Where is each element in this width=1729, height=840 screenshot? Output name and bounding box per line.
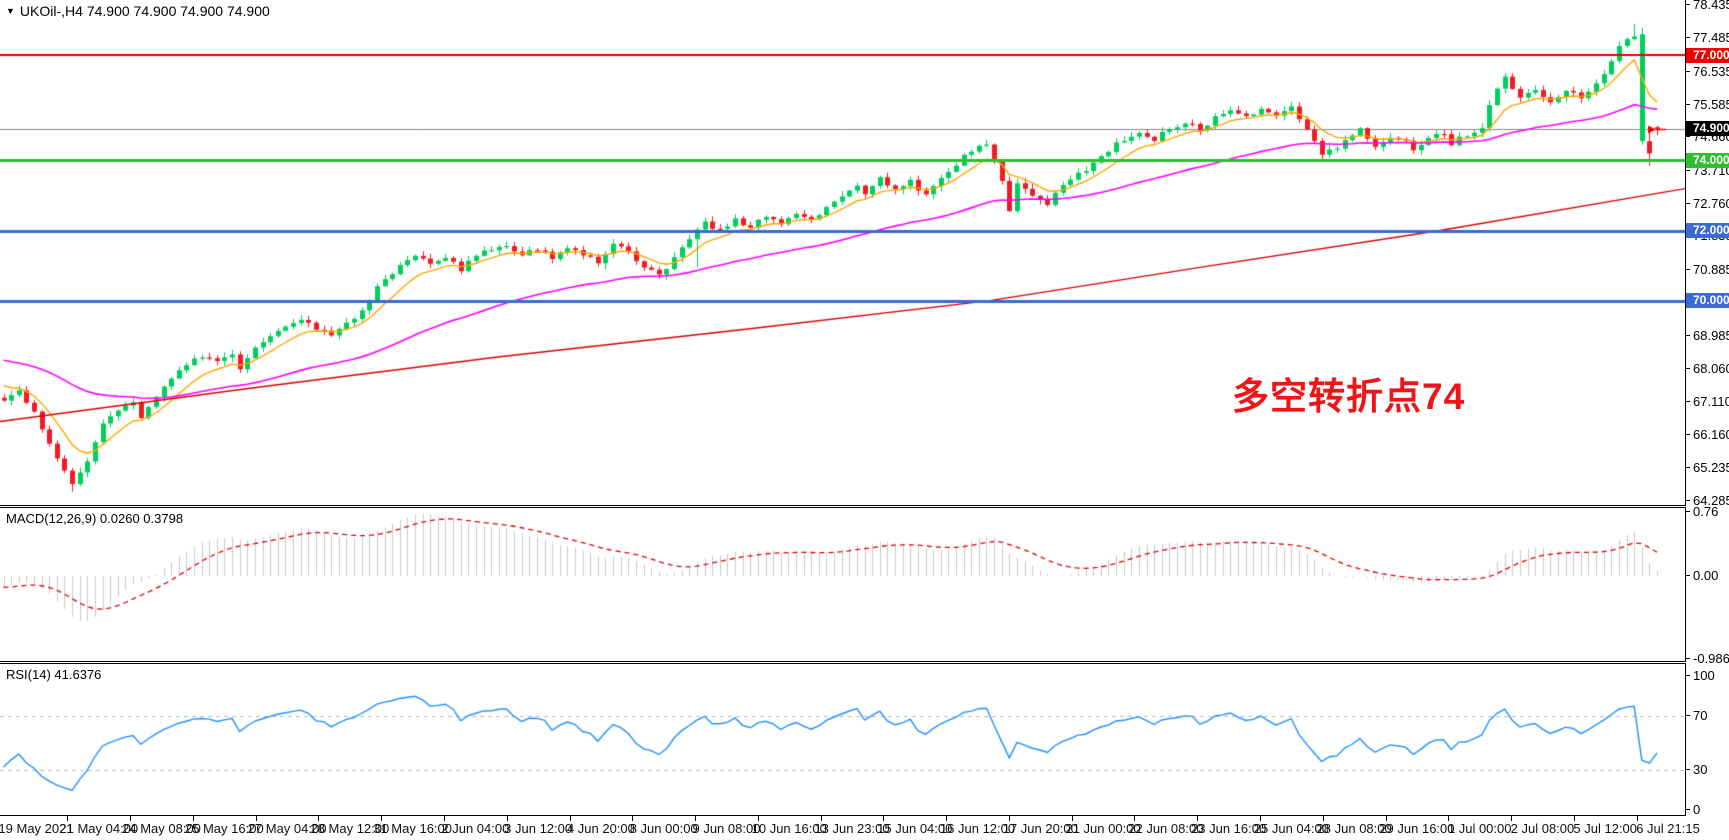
time-tick [1260, 816, 1261, 821]
time-label: 24 May 08:00 [122, 821, 201, 836]
symbol-label: ▼ UKOil-,H4 74.900 74.900 74.900 74.900 [6, 3, 270, 19]
macd-tick-label: 0.76 [1686, 504, 1729, 519]
price-tick-label: 64.285 [1686, 493, 1729, 508]
time-label: 17 Jun 20:00 [1002, 821, 1078, 836]
price-tick-label: 70.885 [1686, 262, 1729, 277]
price-badge: 70.000 [1686, 293, 1729, 309]
time-tick [1134, 816, 1136, 821]
time-label: 27 May 04:00 [247, 821, 327, 836]
macd-label: MACD(12,26,9) 0.0260 0.3798 [6, 511, 184, 526]
time-label: 23 Jun 16:00 [1191, 821, 1267, 836]
time-label: 25 Jun 04:00 [1253, 821, 1329, 836]
rsi-panel: RSI(14) 41.6376 [0, 663, 1686, 816]
price-tick-label: 66.160 [1686, 428, 1729, 442]
price-tick-label: 65.235 [1686, 460, 1729, 475]
time-tick [1385, 816, 1387, 821]
rsi-axis[interactable]: 100 70 30 0 [1686, 663, 1729, 817]
macd-tick-label: -0.9862 [1686, 652, 1729, 666]
time-tick [820, 816, 822, 821]
price-badge: 72.000 [1686, 223, 1729, 239]
time-label: 1 Jul 00:00 [1447, 821, 1512, 836]
rsi-tick-label: 0 [1686, 803, 1729, 817]
time-tick [1448, 816, 1450, 821]
time-tick [695, 816, 697, 821]
time-label: 2 Jul 08:00 [1510, 821, 1575, 836]
time-label: 13 Jun 23:00 [814, 821, 890, 836]
time-tick [255, 816, 257, 821]
macd-canvas[interactable] [0, 508, 1685, 661]
macd-panel: MACD(12,26,9) 0.0260 0.3798 [0, 507, 1686, 662]
time-tick [1511, 816, 1513, 821]
time-tick [381, 816, 383, 821]
time-label: 3 Jun 12:00 [504, 821, 573, 836]
time-tick [130, 816, 132, 821]
main-price-axis[interactable]: 78.435 77.485 76.535 75.585 74.660 73.710 72.7… [1686, 0, 1729, 508]
time-tick [1197, 816, 1199, 821]
time-tick [1636, 816, 1638, 821]
time-tick [946, 816, 948, 821]
time-tick [67, 816, 69, 821]
chevron-down-icon[interactable]: ▼ [6, 6, 15, 16]
price-tick-label: 67.110 [1686, 394, 1729, 409]
time-label: 8 Jun 00:00 [629, 821, 698, 836]
price-chart-canvas[interactable] [0, 0, 1685, 505]
time-label: 29 Jun 16:00 [1379, 821, 1455, 836]
time-label: 22 Jun 08:00 [1128, 821, 1204, 836]
time-tick [883, 816, 885, 821]
time-label: 15 Jun 04:00 [877, 821, 953, 836]
symbol-ohlc-text: UKOil-,H4 74.900 74.900 74.900 74.900 [19, 3, 270, 19]
rsi-tick-label: 100 [1686, 669, 1729, 683]
time-label: 9 Jun 08:00 [692, 821, 761, 836]
price-tick-label: 76.535 [1686, 64, 1729, 79]
time-tick [632, 816, 634, 821]
time-label: 28 May 12:00 [310, 821, 390, 836]
time-tick [1008, 816, 1010, 821]
rsi-tick-label: 70 [1686, 709, 1729, 723]
time-label: 31 May 16:00 [373, 821, 452, 836]
annotation-text: 多空转折点74 [1232, 376, 1466, 417]
time-label: 16 Jun 12:00 [939, 821, 1016, 836]
price-badge: 74.000 [1686, 152, 1729, 168]
time-label: 25 May 16:00 [184, 821, 264, 836]
time-tick [1071, 816, 1073, 821]
time-axis[interactable]: 19 May 2021 21 May 04:00 24 May 08:00 25 Ma… [0, 816, 1729, 840]
price-badge: 74.900 [1686, 121, 1729, 137]
time-label: 21 May 04:00 [59, 821, 139, 836]
rsi-canvas[interactable] [0, 664, 1685, 815]
time-label: 4 Jun 20:00 [566, 821, 635, 836]
price-tick-label: 77.485 [1686, 31, 1729, 45]
time-label: 5 Jul 12:00 [1573, 821, 1638, 836]
time-label: 19 May 2021 [0, 821, 74, 836]
rsi-label: RSI(14) 41.6376 [6, 667, 102, 682]
time-label: 21 Jun 00:00 [1065, 821, 1141, 836]
price-tick-label: 68.985 [1686, 329, 1729, 343]
price-tick-label: 68.060 [1686, 361, 1729, 376]
price-tick-label: 72.760 [1686, 196, 1729, 211]
macd-tick-label: 0.00 [1686, 569, 1729, 583]
main-chart-panel: ▼ UKOil-,H4 74.900 74.900 74.900 74.900 多… [0, 0, 1686, 506]
price-badge: 77.000 [1686, 47, 1729, 63]
time-tick [757, 816, 759, 821]
price-tick-label: 78.435 [1686, 0, 1729, 12]
rsi-tick-label: 30 [1686, 762, 1729, 777]
time-label: 2 Jun 04:00 [441, 821, 510, 836]
time-label: 6 Jul 21:15 [1636, 821, 1700, 836]
time-tick [506, 816, 508, 821]
price-tick-label: 75.585 [1686, 97, 1729, 112]
time-tick [318, 816, 320, 821]
time-label: 28 Jun 08:00 [1316, 821, 1392, 836]
macd-axis[interactable]: 0.76 0.00 -0.9862 [1686, 504, 1729, 666]
time-tick [1322, 816, 1324, 821]
time-tick [444, 816, 445, 821]
time-tick [1573, 816, 1575, 821]
time-tick [569, 816, 571, 821]
time-label: 10 Jun 16:00 [751, 821, 827, 836]
time-tick [192, 816, 194, 821]
